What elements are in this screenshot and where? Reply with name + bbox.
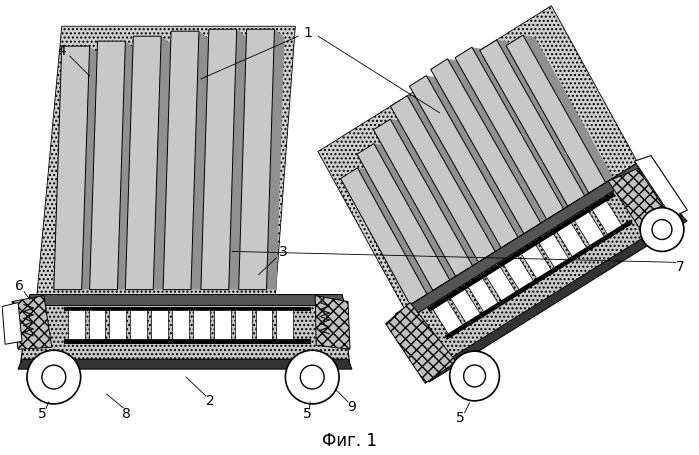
- Text: 6: 6: [15, 278, 24, 293]
- Polygon shape: [635, 156, 687, 217]
- Polygon shape: [386, 303, 456, 384]
- Text: 2: 2: [206, 394, 215, 408]
- Polygon shape: [18, 359, 352, 369]
- Polygon shape: [455, 47, 563, 220]
- Polygon shape: [27, 294, 345, 305]
- Polygon shape: [373, 119, 473, 277]
- Polygon shape: [592, 201, 622, 234]
- Text: 5: 5: [38, 407, 46, 421]
- Bar: [68, 310, 85, 339]
- Polygon shape: [12, 296, 52, 349]
- Circle shape: [42, 365, 66, 389]
- Polygon shape: [229, 29, 247, 290]
- Circle shape: [285, 350, 339, 404]
- Polygon shape: [480, 40, 584, 207]
- Text: Фиг. 1: Фиг. 1: [322, 432, 377, 450]
- Polygon shape: [408, 96, 503, 252]
- Polygon shape: [374, 144, 457, 280]
- Circle shape: [640, 207, 684, 252]
- Bar: [130, 310, 147, 339]
- Polygon shape: [445, 220, 633, 339]
- Polygon shape: [20, 294, 350, 367]
- Circle shape: [27, 350, 80, 404]
- Polygon shape: [89, 41, 125, 290]
- Polygon shape: [428, 192, 615, 312]
- Polygon shape: [238, 29, 275, 290]
- Bar: [214, 310, 231, 339]
- Polygon shape: [163, 31, 199, 290]
- Polygon shape: [451, 289, 480, 323]
- Polygon shape: [125, 36, 161, 290]
- Polygon shape: [340, 168, 427, 305]
- Polygon shape: [396, 161, 649, 325]
- Polygon shape: [82, 46, 99, 290]
- Bar: [64, 339, 310, 343]
- Bar: [235, 310, 252, 339]
- Polygon shape: [431, 59, 541, 234]
- Circle shape: [449, 351, 499, 401]
- Polygon shape: [506, 35, 606, 193]
- Circle shape: [463, 365, 486, 387]
- Text: 8: 8: [122, 407, 131, 421]
- Bar: [276, 310, 294, 339]
- Polygon shape: [2, 303, 22, 344]
- Polygon shape: [426, 76, 526, 238]
- Bar: [110, 310, 127, 339]
- Polygon shape: [266, 29, 284, 290]
- Bar: [172, 310, 189, 339]
- Polygon shape: [608, 168, 675, 238]
- Text: 1: 1: [304, 26, 312, 40]
- Bar: [64, 307, 310, 310]
- Polygon shape: [117, 41, 136, 290]
- Text: 3: 3: [279, 245, 288, 259]
- Text: 5: 5: [456, 411, 465, 425]
- Polygon shape: [504, 256, 533, 289]
- Polygon shape: [468, 278, 498, 312]
- Circle shape: [301, 365, 324, 389]
- Bar: [193, 310, 210, 339]
- Polygon shape: [521, 245, 551, 278]
- Bar: [89, 310, 106, 339]
- Polygon shape: [315, 296, 350, 349]
- Text: 4: 4: [57, 44, 66, 58]
- Text: 7: 7: [675, 260, 684, 274]
- Polygon shape: [191, 31, 209, 290]
- Polygon shape: [391, 96, 496, 262]
- Polygon shape: [37, 26, 296, 294]
- Polygon shape: [433, 300, 463, 334]
- Polygon shape: [357, 168, 435, 294]
- Polygon shape: [390, 119, 480, 266]
- Polygon shape: [557, 223, 586, 257]
- Polygon shape: [201, 29, 237, 290]
- Polygon shape: [54, 46, 89, 290]
- Polygon shape: [523, 35, 613, 182]
- Polygon shape: [153, 36, 171, 290]
- Polygon shape: [472, 47, 571, 209]
- Bar: [256, 310, 273, 339]
- Polygon shape: [396, 161, 684, 379]
- Polygon shape: [447, 59, 549, 223]
- Bar: [151, 310, 168, 339]
- Text: 5: 5: [303, 407, 312, 421]
- Polygon shape: [575, 212, 604, 245]
- Polygon shape: [539, 234, 569, 268]
- Text: 9: 9: [347, 400, 356, 414]
- Polygon shape: [496, 40, 592, 196]
- Polygon shape: [318, 5, 637, 308]
- Polygon shape: [486, 267, 516, 301]
- Polygon shape: [357, 144, 450, 291]
- Circle shape: [652, 220, 672, 239]
- Polygon shape: [410, 76, 518, 248]
- Polygon shape: [426, 214, 687, 382]
